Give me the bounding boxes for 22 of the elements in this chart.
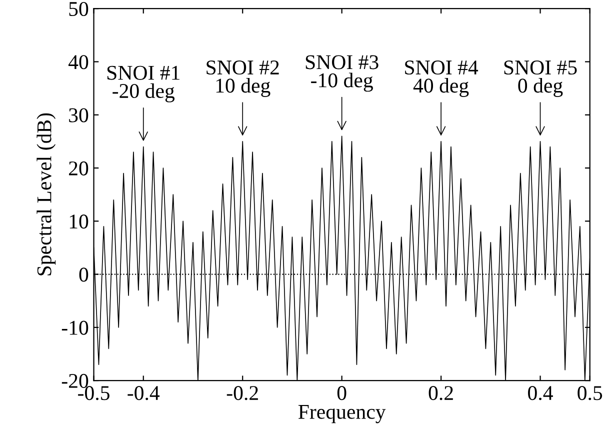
x-tick-label: -0.5	[78, 386, 110, 400]
annotation: SNOI #4 40 deg	[405, 60, 478, 97]
y-tick-label: -10	[62, 320, 88, 335]
y-tick-label: 50	[69, 2, 88, 16]
y-tick-label: -20	[62, 374, 88, 388]
x-tick-label: 0	[337, 386, 346, 400]
y-axis-title: Spectral Level (dB)	[36, 113, 56, 276]
y-tick-label: 30	[69, 108, 88, 122]
y-tick-label: 0	[79, 268, 88, 282]
x-tick-label: 0.2	[428, 386, 453, 400]
y-tick-label: 20	[68, 161, 88, 176]
annotation: SNOI #3 -10 deg	[306, 55, 378, 92]
x-tick-label: 0.4	[528, 386, 553, 400]
x-tick-label: 0.5	[578, 386, 602, 400]
annotation: SNOI #1 -20 deg	[107, 66, 180, 102]
x-tick-label: -0.4	[128, 386, 160, 400]
y-tick-label: 40	[68, 55, 88, 70]
x-tick-label: -0.2	[226, 386, 258, 400]
x-axis-title: Frequency	[298, 405, 386, 424]
annotation: SNOI #2 10 deg	[206, 60, 279, 97]
annotation: SNOI #5 0 deg	[504, 60, 577, 97]
y-tick-label: 10	[70, 214, 88, 229]
